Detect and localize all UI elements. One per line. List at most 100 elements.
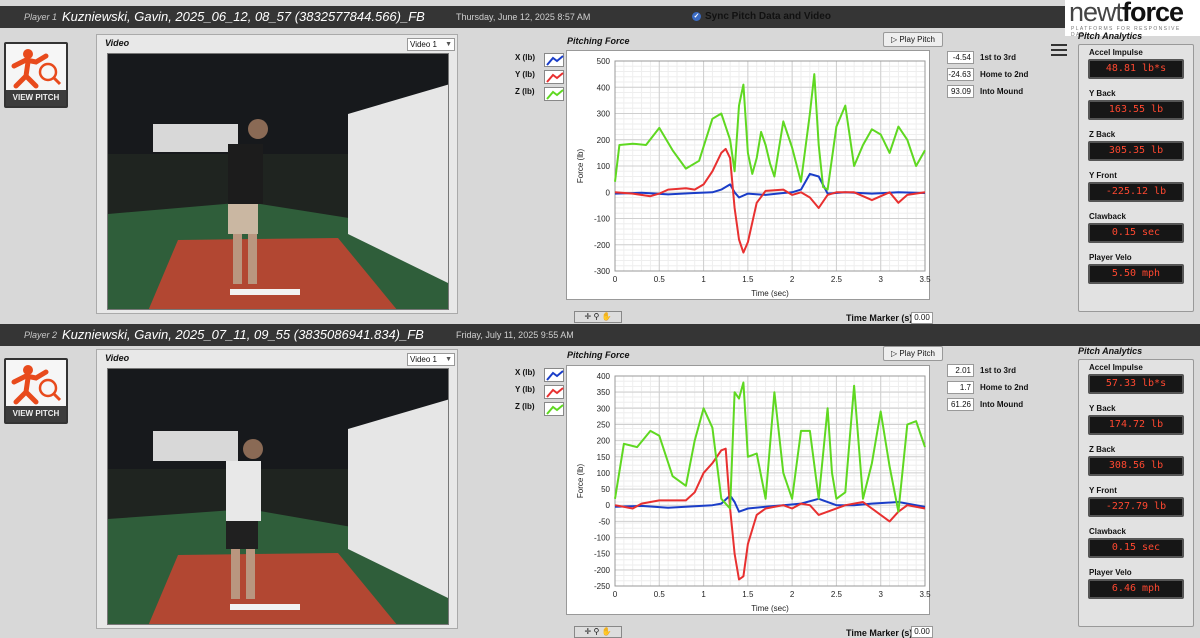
analytics-panel-2: Accel Impulse 57.33 lb*s Y Back 174.72 lb … (1078, 359, 1194, 627)
metric-value: 163.55 lb (1090, 102, 1182, 118)
reading-value: 1.7 (947, 381, 974, 394)
metric-name: Y Front (1089, 171, 1117, 180)
checkmark-icon: ✓ (692, 11, 701, 21)
hamburger-menu-icon[interactable] (1051, 44, 1067, 59)
x-tick-label: 1.5 (742, 275, 754, 284)
reading-label: 1st to 3rd (980, 366, 1017, 375)
video-select[interactable]: Video 1 ▼ (407, 38, 455, 51)
player2-label: Player 2 (24, 330, 58, 340)
metric-value: 57.33 lb*s (1090, 376, 1182, 392)
metric-name: Accel Impulse (1089, 48, 1143, 57)
legend-z-label: Z (lb) (515, 402, 535, 411)
metric-name: Y Back (1089, 89, 1116, 98)
x-tick-label: 0 (613, 275, 618, 284)
y-tick-label: 100 (597, 469, 611, 478)
y-tick-label: -300 (594, 267, 611, 276)
legend-y-icon[interactable] (544, 385, 564, 399)
plot-area-2[interactable]: 0 0.5 1 1.5 2 2.5 3 3.5 -250 -200 -150 -100 -50 0 50 10… (566, 365, 931, 615)
player1-header-bar: Player 1 Kuzniewski, Gavin, 2025_06_12, … (0, 6, 1065, 28)
legend-x-icon[interactable] (544, 53, 564, 67)
player1-date: Thursday, June 12, 2025 8:57 AM (456, 12, 591, 22)
metric-name: Y Back (1089, 404, 1116, 413)
x-tick-label: 3.5 (919, 275, 931, 284)
play-icon: ▷ (891, 349, 900, 358)
reading-label: Home to 2nd (980, 70, 1029, 79)
reading-label: Into Mound (980, 87, 1024, 96)
video-title: Video (105, 353, 130, 363)
legend-x-label: X (lb) (515, 368, 535, 377)
time-marker-label-2: Time Marker (s) (846, 628, 913, 638)
metric-value: 308.56 lb (1090, 458, 1182, 474)
metric-value: 0.15 sec (1090, 540, 1182, 556)
y-tick-label: -250 (594, 582, 611, 591)
y-tick-label: 350 (597, 388, 611, 397)
metric-name: Clawback (1089, 212, 1126, 221)
x-tick-label: 1 (701, 590, 706, 599)
series-line-y (614, 447, 926, 581)
chart-title-1: Pitching Force (567, 36, 630, 46)
legend-z-icon[interactable] (544, 87, 564, 101)
y-tick-label: 50 (601, 485, 610, 494)
pitcher-icon (11, 365, 62, 405)
y-tick-label: 400 (597, 83, 611, 92)
x-tick-label: 0 (613, 590, 618, 599)
x-axis-label: Time (sec) (751, 289, 789, 298)
plot-area-1[interactable]: 0 0.5 1 1.5 2 2.5 3 3.5 -300 -200 -100 0 100 200 300 40… (566, 50, 931, 300)
x-tick-label: 2 (790, 590, 795, 599)
legend-z-label: Z (lb) (515, 87, 535, 96)
view-pitch-button-2[interactable]: VIEW PITCH (4, 358, 68, 424)
y-tick-label: 150 (597, 453, 611, 462)
time-marker-label-1: Time Marker (s) (846, 313, 913, 323)
y-tick-label: -100 (594, 534, 611, 543)
y-axis-label: Force (lb) (576, 149, 585, 184)
metric-value: 6.46 mph (1090, 581, 1182, 597)
newtforce-logo: newtforce PLATFORMS FOR RESPONSIVE DATA (1065, 0, 1200, 38)
legend-x-icon[interactable] (544, 368, 564, 382)
time-marker-value-2: 0.00 (911, 626, 933, 638)
metric-name: Player Velo (1089, 568, 1132, 577)
x-tick-label: 1 (701, 275, 706, 284)
chart-title-2: Pitching Force (567, 350, 630, 360)
legend-z-icon[interactable] (544, 402, 564, 416)
metric-value: 5.50 mph (1090, 266, 1182, 282)
chevron-down-icon: ▼ (445, 41, 452, 48)
y-tick-label: -200 (594, 241, 611, 250)
x-tick-label: 0.5 (654, 275, 666, 284)
video-frame[interactable] (107, 53, 449, 310)
view-pitch-button-1[interactable]: VIEW PITCH (4, 42, 68, 108)
play-icon: ▷ (891, 35, 900, 44)
legend-2: X (lb) Y (lb) Z (lb) (515, 368, 565, 419)
x-tick-label: 3.5 (919, 590, 931, 599)
play-pitch-button-2[interactable]: ▷ Play Pitch (883, 346, 943, 361)
x-tick-label: 2 (790, 275, 795, 284)
video-frame[interactable] (107, 368, 449, 625)
y-tick-label: 0 (606, 188, 611, 197)
reading-value: 93.09 (947, 85, 974, 98)
y-tick-label: 250 (597, 420, 611, 429)
x-tick-label: 3 (878, 590, 883, 599)
graph-tools-1[interactable]: ✛ ⚲ ✋ (574, 311, 622, 323)
reading-label: Home to 2nd (980, 383, 1029, 392)
metric-name: Accel Impulse (1089, 363, 1143, 372)
metric-name: Y Front (1089, 486, 1117, 495)
legend-1: X (lb) Y (lb) Z (lb) (515, 53, 565, 104)
player2-header-bar: Player 2 Kuzniewski, Gavin, 2025_07_11, … (0, 324, 1200, 346)
reading-value: -4.54 (947, 51, 974, 64)
play-pitch-button-1[interactable]: ▷ Play Pitch (883, 32, 943, 47)
legend-y-icon[interactable] (544, 70, 564, 84)
metric-name: Player Velo (1089, 253, 1132, 262)
metric-value: 0.15 sec (1090, 225, 1182, 241)
sync-checkbox[interactable]: ✓ Sync Pitch Data and Video (692, 11, 831, 22)
video-select[interactable]: Video 1 ▼ (407, 353, 455, 366)
graph-tools-2[interactable]: ✛ ⚲ ✋ (574, 626, 622, 638)
analytics-panel-1: Accel Impulse 48.81 lb*s Y Back 163.55 lb … (1078, 44, 1194, 312)
force-chart-1: 0 0.5 1 1.5 2 2.5 3 3.5 -300 -200 -100 0 100 200 300 40… (576, 57, 931, 298)
y-tick-label: 0 (606, 501, 611, 510)
metric-name: Z Back (1089, 445, 1116, 454)
series-line-z (614, 73, 926, 191)
pitcher-icon (11, 49, 62, 89)
metric-name: Z Back (1089, 130, 1116, 139)
video-panel-1: Video Video 1 ▼ (96, 34, 458, 314)
legend-y-label: Y (lb) (515, 385, 535, 394)
series-line-x (614, 494, 926, 513)
